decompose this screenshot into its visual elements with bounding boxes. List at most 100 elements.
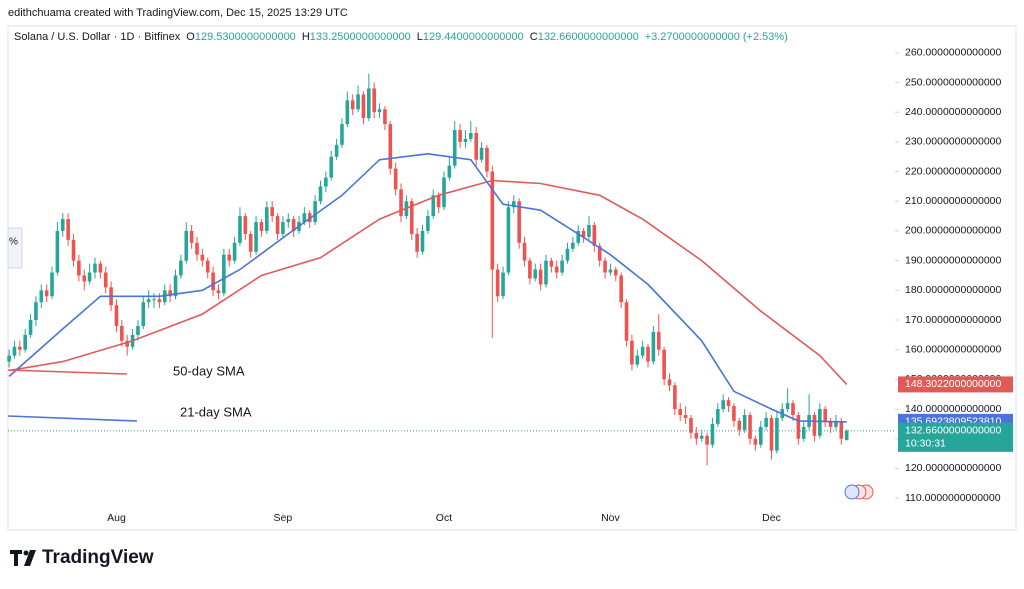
candle-body [420,230,425,252]
candle-body [12,346,17,356]
legend-swatch [7,369,128,375]
candle-body [184,230,189,261]
candle-body [753,438,758,445]
candle-body [517,201,521,243]
icon [844,484,860,500]
candle-body [506,207,511,273]
candle-body [737,420,742,430]
candle-body [801,426,806,439]
candle-body [624,302,629,341]
logo-shape [23,550,29,556]
change: +3.2700000000000 (+2.53%) [645,31,788,43]
legend-label: 21-day SMA [180,404,252,419]
candle-body [474,132,478,160]
candle-body [619,275,623,303]
candle-body [28,320,33,335]
candle-body [571,242,575,249]
candle-body [447,165,452,178]
candle-body [71,239,76,261]
ohlc-key: O [186,31,195,43]
candle-body [254,222,258,252]
sma-line [8,179,848,385]
candle-body [597,245,602,261]
candle-body [270,207,274,217]
candle-body [758,426,763,445]
y-tick-label: 240.0000000000000 [905,106,1002,118]
candle-body [98,263,103,273]
y-tick-label: 170.0000000000000 [905,314,1002,326]
y-tick-label: 210.0000000000000 [905,195,1002,207]
candle-body [275,216,280,234]
candle-body [23,334,27,350]
candle-body [82,275,87,282]
y-tick-label: 140.0000000000000 [905,403,1002,415]
candle-body [630,340,634,365]
candle-body [136,325,140,335]
candle-body [426,216,430,231]
candle-body [318,186,323,202]
candle-body [7,355,11,362]
candle-body [646,346,650,362]
candle-body [243,216,248,234]
candle-body [721,400,725,410]
candle-body [93,263,97,273]
candle-body [511,201,516,208]
candle-body [699,435,704,439]
candle-body [828,420,833,427]
candle-body [60,219,65,231]
candle-body [844,430,849,441]
y-tick-label: 180.0000000000000 [905,284,1002,296]
x-tick-label: Nov [601,512,620,524]
candle-body [146,299,151,303]
candle-body [726,400,731,407]
candle-body [603,260,607,273]
candle-body [716,409,720,424]
y-tick-label: 160.0000000000000 [905,343,1002,355]
candle-body [291,219,296,231]
x-tick-label: Dec [762,512,781,524]
sma-line [8,152,847,423]
candle-body [834,420,838,427]
candle-body [581,230,586,237]
ohlc-value: 133.2500000000000 [310,31,411,43]
candle-body [200,254,205,261]
ohlc-value: 132.6600000000000 [538,31,639,43]
candle-body [227,254,232,261]
candle-body [87,272,92,282]
candle-body [211,272,215,291]
brand: TradingView [42,547,154,568]
candle-body [350,100,355,110]
candle-body [216,290,221,294]
ohlc-key: C [530,31,538,43]
candle-body [732,406,736,421]
logo-shape [10,550,22,566]
candle-body [383,109,387,125]
ohlc-key: L [417,31,423,43]
candle-body [179,260,183,276]
candle-body [55,230,60,273]
price-label: 132.6600000000000 [905,425,1002,437]
candle-body [469,132,473,139]
y-tick-label: 260.0000000000000 [905,47,1002,59]
events-icon [844,484,874,500]
candle-body [34,302,38,321]
candle-body [560,260,564,273]
y-tick-label: 120.0000000000000 [905,462,1002,474]
candle-body [356,94,360,110]
candle-body [683,415,688,418]
candle-body [141,302,146,326]
candle-body [823,409,827,421]
candle-body [409,201,414,234]
candle-body [281,222,285,234]
candle-body [458,130,462,142]
chart-frame [7,25,1017,531]
candle-body [490,171,495,270]
ohlc-value: 129.5300000000000 [195,31,296,43]
candle-body [839,420,844,439]
candle-body [608,269,613,273]
candle-body [152,299,156,301]
candle-body [264,207,269,231]
candle-body [812,415,817,436]
candle-body [452,130,457,166]
candle-body [340,124,344,145]
